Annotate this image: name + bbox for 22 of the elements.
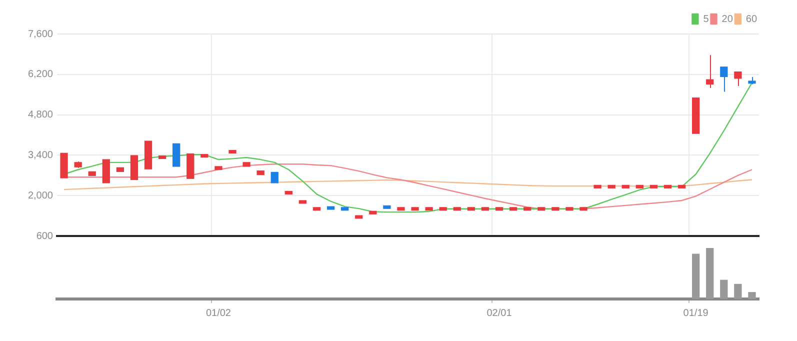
candlestick	[706, 54, 714, 88]
x-tick-label: 01/19	[683, 308, 709, 319]
bar	[706, 248, 714, 299]
x-tick-label: 02/01	[486, 308, 512, 319]
y-tick-label: 4,800	[28, 110, 54, 121]
y-tick-label: 600	[36, 230, 54, 242]
legend-label: 60	[746, 14, 758, 25]
bar	[720, 280, 728, 299]
candlestick	[172, 143, 180, 167]
bar	[692, 254, 700, 299]
bar	[748, 292, 756, 299]
candlestick	[720, 66, 728, 92]
bar	[734, 284, 742, 299]
legend-label: 20	[722, 14, 734, 25]
y-tick-label: 3,400	[28, 150, 54, 161]
candlestick	[270, 172, 278, 184]
y-tick-label: 2,000	[28, 190, 54, 202]
y-tick-label: 7,600	[28, 28, 54, 40]
candlestick	[734, 71, 742, 86]
x-tick-label: 01/02	[206, 308, 232, 319]
y-tick-label: 6,200	[28, 69, 54, 80]
legend-label: 5	[703, 14, 710, 25]
